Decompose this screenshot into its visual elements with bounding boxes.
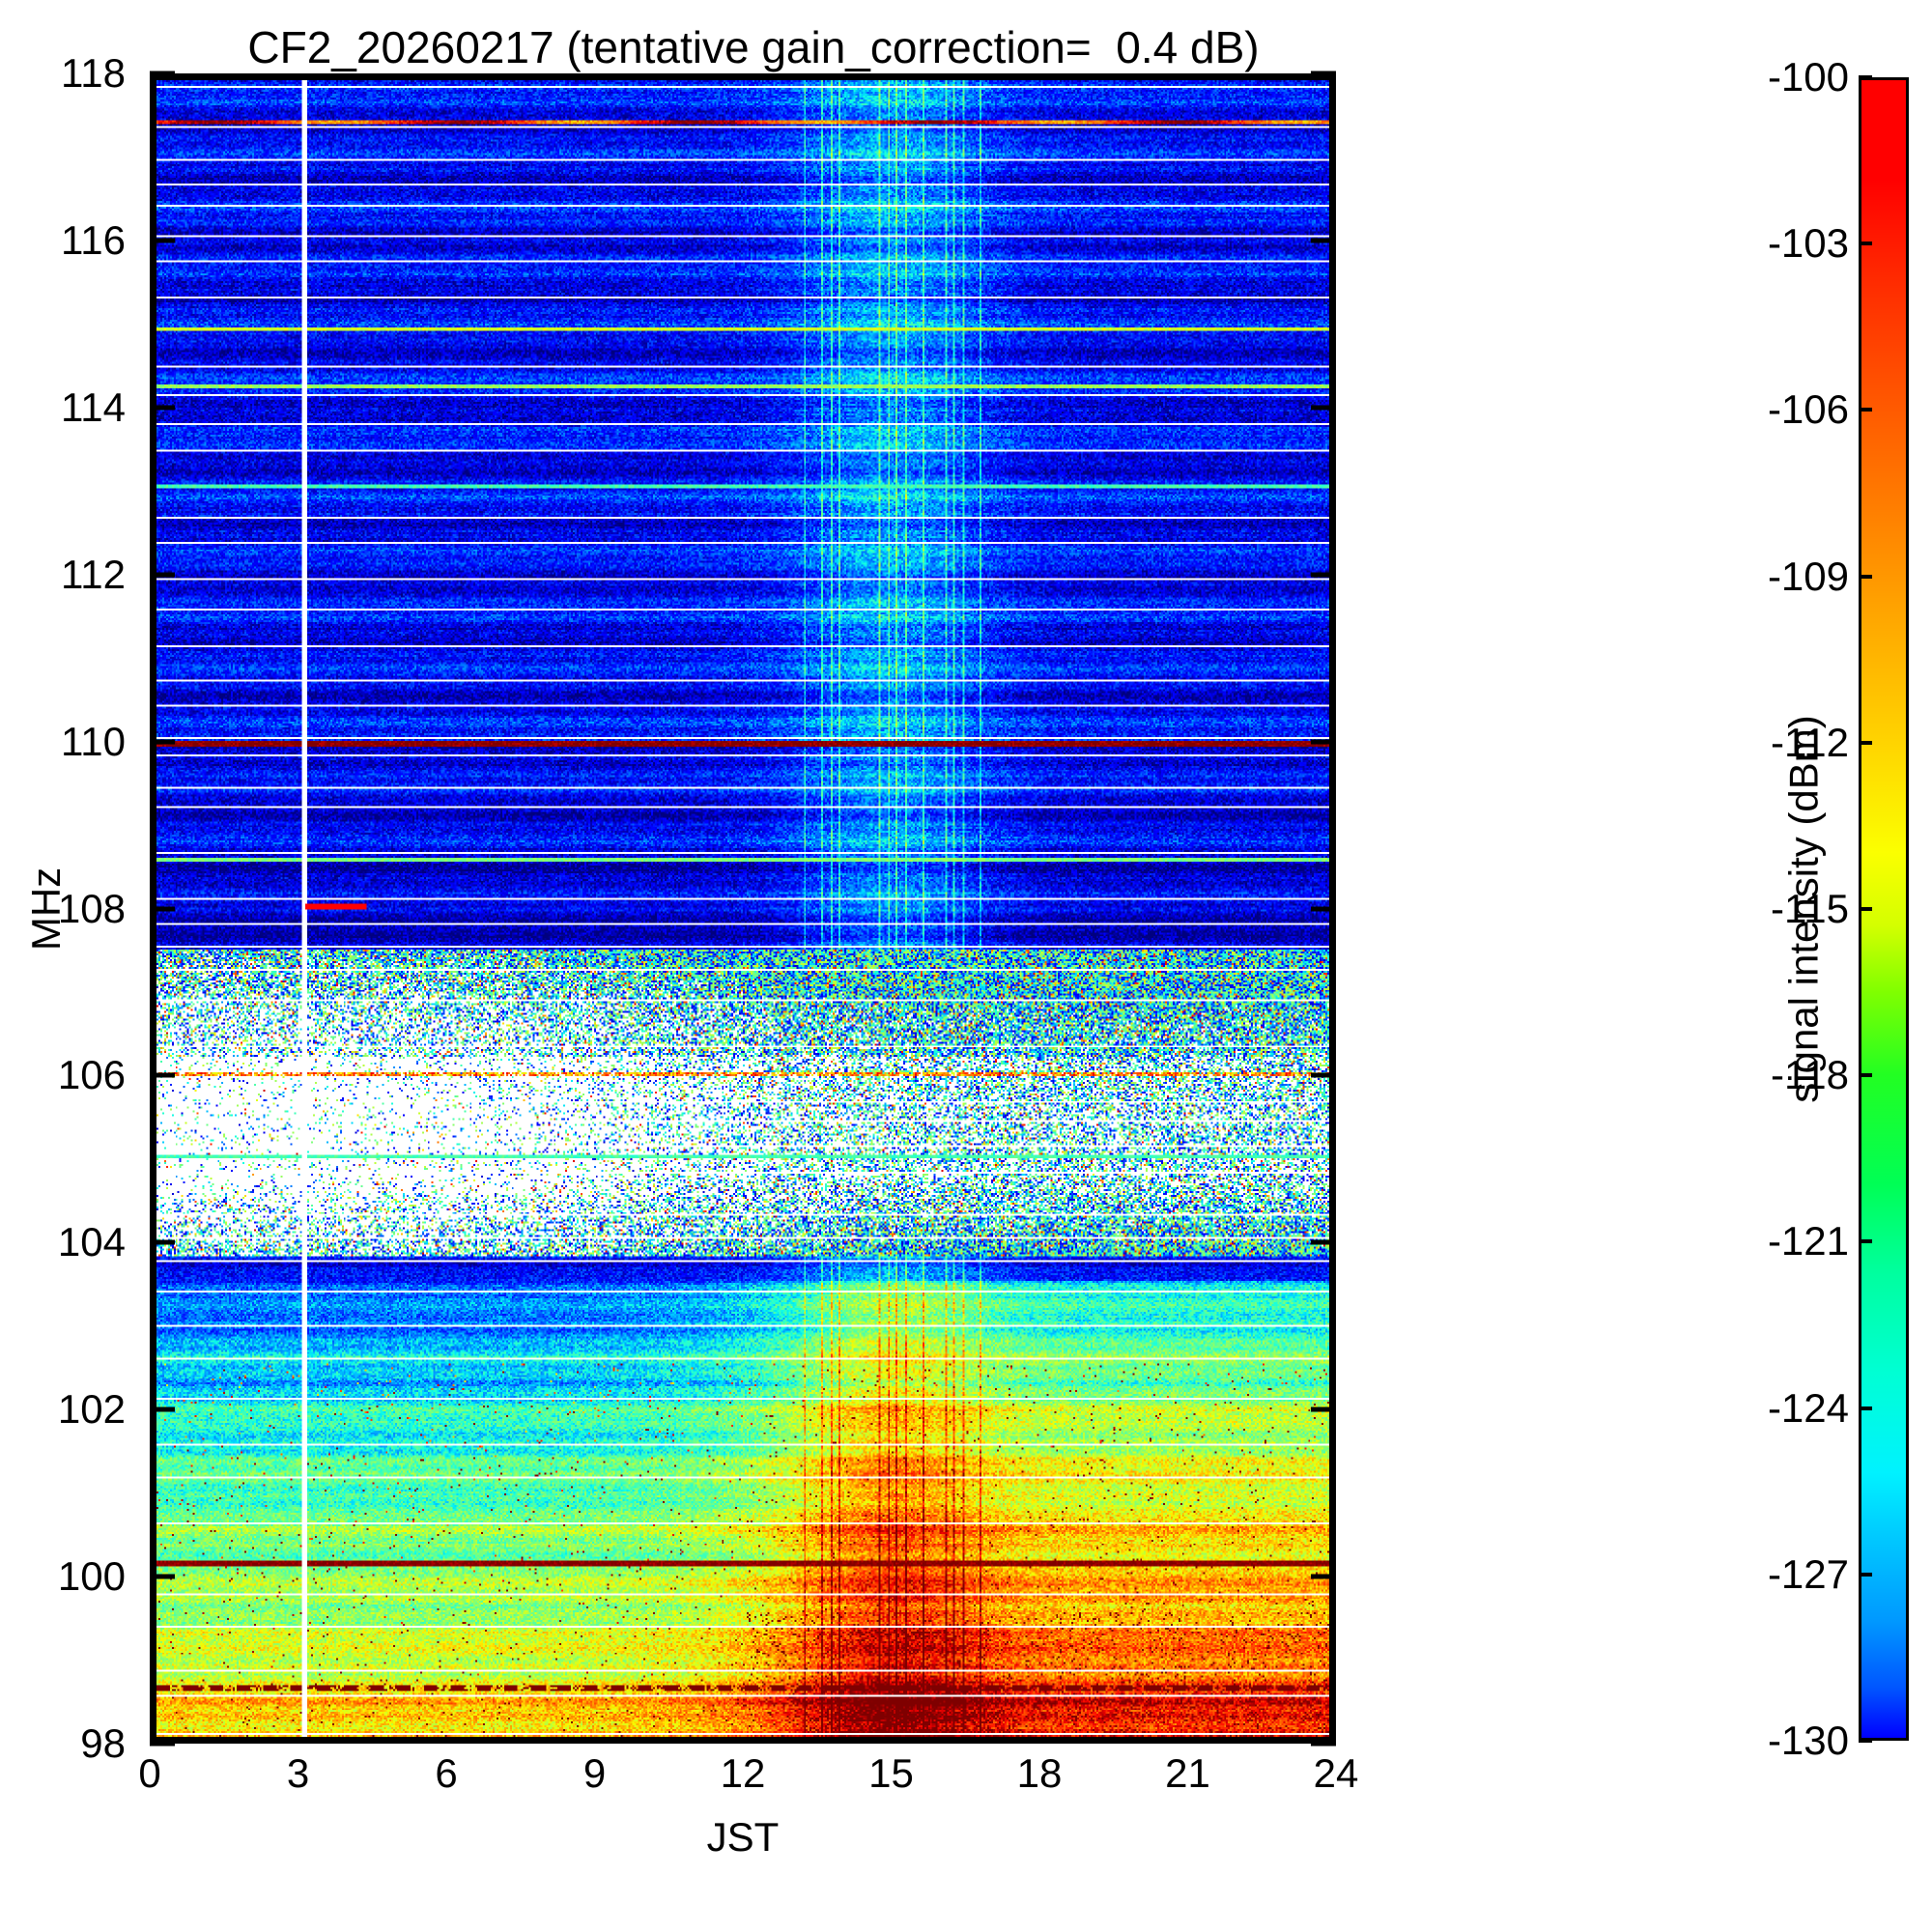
colorbar-tick-mark <box>1859 1239 1872 1244</box>
colorbar-tick-mark <box>1859 1739 1872 1743</box>
y-tick-mark <box>150 906 175 911</box>
x-tick-label: 6 <box>435 1750 458 1796</box>
colorbar-tick-mark <box>1859 574 1872 579</box>
colorbar-tick-mark <box>1859 907 1872 911</box>
x-tick-label: 3 <box>286 1750 310 1796</box>
y-axis-ticks: 98 100 102 104 106 108 110 112 114 116 118 <box>0 50 143 1766</box>
y-tick-mark <box>150 1574 175 1579</box>
spectrogram-plot-area[interactable] <box>150 73 1336 1744</box>
colorbar-tick-mark <box>1859 1406 1872 1410</box>
y-tick-mark <box>150 739 175 745</box>
x-axis-ticks: 0 3 6 9 12 15 18 21 24 <box>138 1750 1358 1808</box>
x-tick-label: 0 <box>138 1750 161 1796</box>
y-tick-mark-right <box>1311 1072 1336 1078</box>
y-tick-mark <box>150 1406 175 1412</box>
y-tick-mark <box>150 71 175 76</box>
colorbar-tick-mark <box>1859 740 1872 745</box>
colorbar-tick-label: -109 <box>1767 553 1849 599</box>
y-tick-mark-right <box>1311 1741 1336 1747</box>
y-tick-mark-right <box>1311 405 1336 411</box>
colorbar-tick-label: -103 <box>1767 220 1849 267</box>
chart-title: CF2_20260217 (tentative gain_correction=… <box>247 22 1260 72</box>
colorbar-tick-label: -124 <box>1767 1384 1849 1431</box>
y-tick-label: 112 <box>61 551 126 597</box>
y-tick-mark <box>150 1239 175 1245</box>
colorbar-tick-mark <box>1859 242 1872 246</box>
y-tick-label: 104 <box>57 1219 126 1265</box>
x-tick-label: 18 <box>1016 1750 1063 1796</box>
y-tick-mark-right <box>1311 906 1336 911</box>
y-tick-label: 116 <box>61 216 126 263</box>
colorbar-tick-label: -121 <box>1767 1218 1849 1264</box>
spectrogram-canvas-holder <box>156 80 1329 1737</box>
colorbar-tick-label: -127 <box>1767 1550 1849 1597</box>
y-tick-label: 100 <box>57 1553 126 1600</box>
colorbar-tick-label: -112 <box>1771 719 1849 765</box>
colorbar-tick-mark <box>1859 1572 1872 1577</box>
colorbar-tick-mark <box>1859 1073 1872 1078</box>
colorbar-tick-label: -106 <box>1767 386 1849 433</box>
colorbar-tick-mark <box>1859 75 1872 79</box>
colorbar-tick-mark <box>1859 408 1872 412</box>
y-tick-label: 98 <box>80 1720 126 1766</box>
y-tick-mark-right <box>1311 1574 1336 1579</box>
colorbar-tick-label: -118 <box>1771 1052 1849 1098</box>
y-tick-mark <box>150 1072 175 1078</box>
y-tick-mark-right <box>1311 1239 1336 1245</box>
y-tick-mark-right <box>1311 739 1336 745</box>
y-tick-mark-right <box>1311 238 1336 243</box>
y-tick-label: 110 <box>61 718 126 764</box>
colorbar-tick-label: -130 <box>1767 1718 1849 1763</box>
y-tick-label: 106 <box>57 1052 126 1098</box>
y-tick-mark <box>150 238 175 243</box>
y-tick-label: 118 <box>61 50 126 96</box>
y-tick-mark-right <box>1311 572 1336 578</box>
y-tick-label: 102 <box>57 1386 126 1433</box>
x-tick-label: 9 <box>582 1750 607 1796</box>
y-tick-label: 108 <box>57 885 126 931</box>
colorbar-tick-label: -115 <box>1771 886 1849 931</box>
spectrogram-image <box>156 80 1329 1737</box>
y-tick-mark-right <box>1311 1406 1336 1412</box>
x-tick-label: 15 <box>868 1750 914 1796</box>
x-tick-label: 24 <box>1313 1750 1359 1796</box>
y-tick-mark <box>150 1741 175 1747</box>
colorbar-tick-label: -100 <box>1767 54 1849 99</box>
y-tick-mark-right <box>1311 71 1336 76</box>
y-tick-mark <box>150 405 175 411</box>
x-tick-label: 12 <box>720 1750 766 1796</box>
y-tick-mark <box>150 572 175 578</box>
x-tick-label: 21 <box>1165 1750 1210 1796</box>
y-tick-label: 114 <box>61 384 126 430</box>
x-axis-label: JST <box>706 1814 780 1860</box>
